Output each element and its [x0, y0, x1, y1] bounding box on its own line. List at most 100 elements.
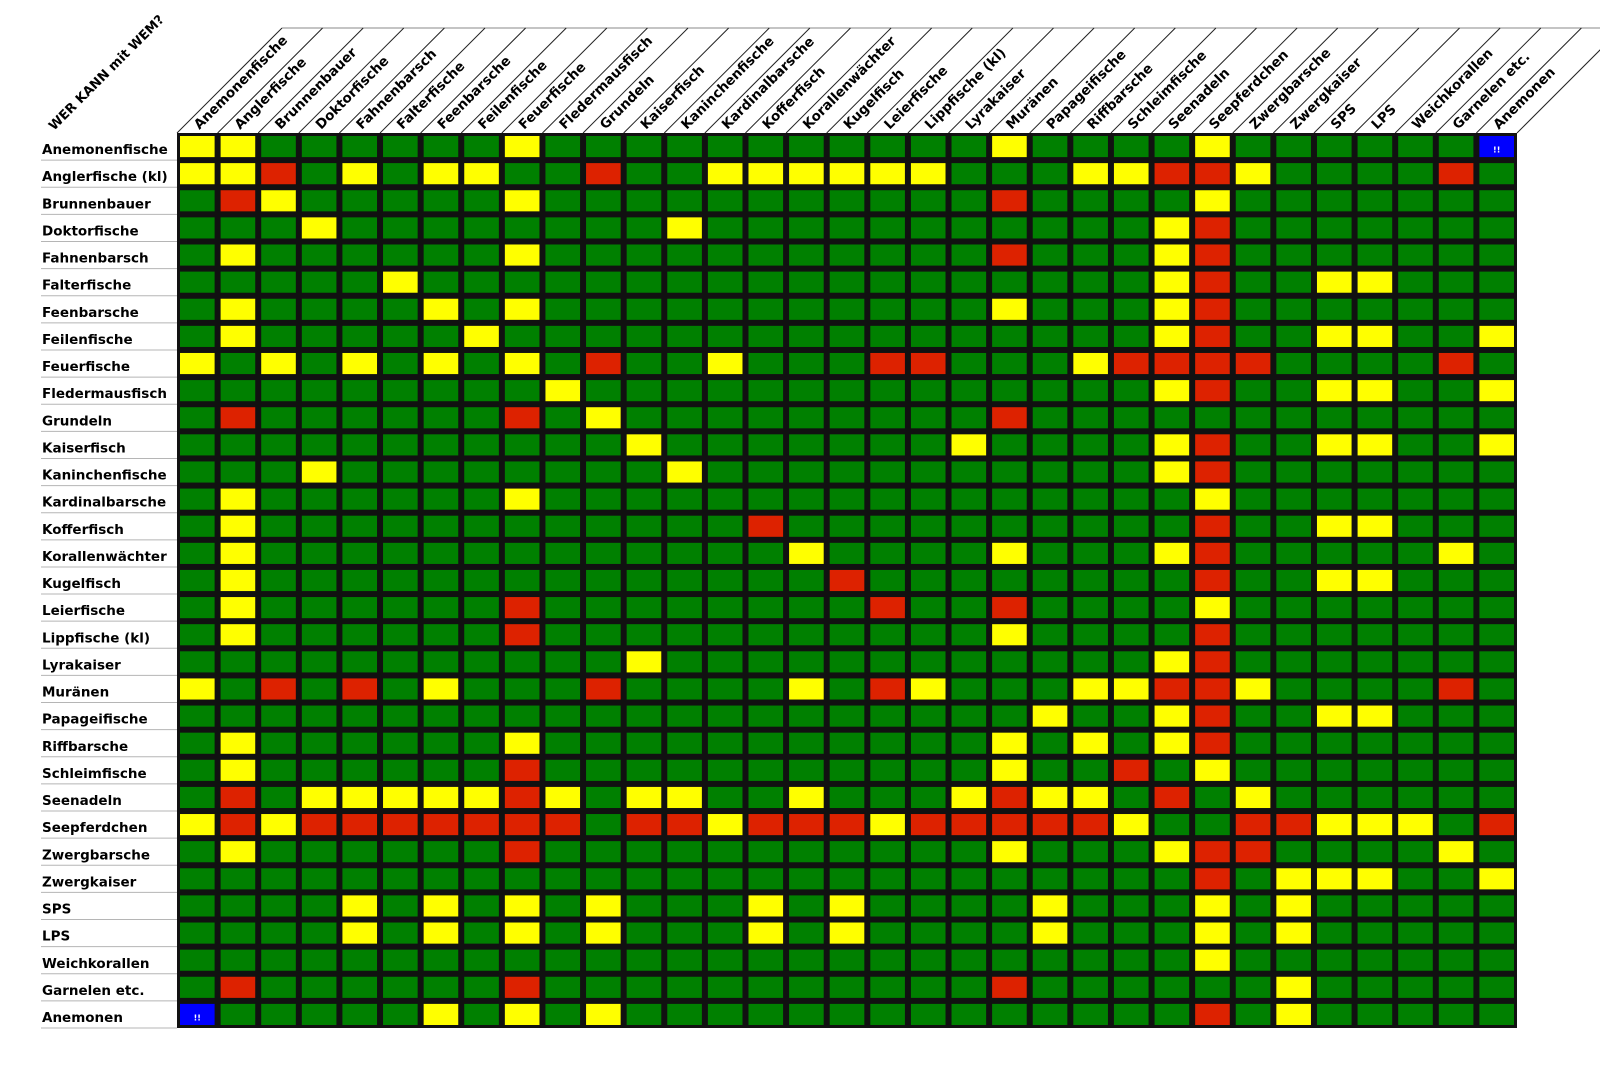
heatmap-cell	[707, 488, 743, 510]
heatmap-cell	[464, 678, 499, 700]
heatmap-cell	[870, 515, 905, 537]
heatmap-cell	[1113, 569, 1149, 592]
heatmap-cell	[1195, 841, 1230, 863]
heatmap-cell	[1113, 190, 1149, 212]
heatmap-cell	[829, 298, 865, 320]
heatmap-cell	[626, 271, 662, 293]
heatmap-cell	[220, 976, 256, 998]
heatmap-cell	[1073, 298, 1108, 320]
heatmap-cell	[504, 1003, 540, 1025]
heatmap-cell	[1113, 922, 1149, 944]
heatmap-cell	[1195, 352, 1230, 375]
heatmap-cell	[1357, 1003, 1393, 1025]
heatmap-cell	[870, 1003, 905, 1025]
heatmap-cell	[951, 163, 987, 185]
heatmap-cell	[1479, 786, 1514, 809]
heatmap-cell	[1357, 190, 1393, 212]
heatmap-cell	[220, 922, 256, 944]
heatmap-cell	[342, 407, 378, 429]
heatmap-cell	[789, 136, 824, 158]
heatmap-cell	[1073, 136, 1108, 158]
heatmap-cell	[545, 651, 581, 673]
heatmap-cell	[667, 271, 702, 293]
column-separator	[542, 27, 648, 134]
heatmap-cell	[1154, 163, 1190, 185]
heatmap-cell	[545, 759, 581, 781]
heatmap-cell	[870, 190, 905, 212]
heatmap-cell	[342, 298, 378, 320]
heatmap-cell	[1276, 163, 1311, 185]
heatmap-cell	[383, 678, 418, 700]
row-label: Schleimfische	[42, 766, 147, 782]
heatmap-cell	[829, 651, 865, 673]
heatmap-cell	[1235, 163, 1271, 185]
heatmap-cell	[1357, 922, 1393, 944]
heatmap-cell	[1398, 786, 1433, 809]
heatmap-cell	[748, 380, 784, 402]
heatmap-cell	[1073, 597, 1108, 619]
heatmap-cell	[1154, 1003, 1190, 1025]
heatmap-cell	[707, 841, 743, 863]
heatmap-cell	[1073, 244, 1108, 266]
heatmap-cell	[261, 624, 296, 646]
heatmap-cell	[301, 922, 337, 944]
heatmap-cell	[626, 407, 662, 429]
heatmap-cell	[220, 759, 256, 781]
heatmap-cell	[951, 705, 987, 727]
heatmap-cell	[910, 515, 946, 537]
heatmap-cell	[180, 624, 215, 646]
heatmap-cell	[180, 325, 215, 347]
heatmap-cell	[220, 380, 256, 402]
heatmap-cell	[1276, 569, 1311, 592]
heatmap-cell	[1113, 786, 1149, 809]
heatmap-cell	[342, 895, 378, 917]
heatmap-cell	[1438, 217, 1474, 239]
heatmap-cell	[261, 1003, 296, 1025]
heatmap-cell	[910, 597, 946, 619]
heatmap-cell	[910, 380, 946, 402]
heatmap-cell	[220, 515, 256, 537]
heatmap-cell	[667, 841, 702, 863]
heatmap-cell	[1195, 922, 1230, 944]
heatmap-cell	[748, 542, 784, 564]
heatmap-cell	[1479, 597, 1514, 619]
heatmap-cell	[504, 244, 540, 266]
heatmap-cell	[545, 461, 581, 483]
heatmap-cell	[464, 976, 499, 998]
column-header-lines	[176, 27, 1600, 134]
heatmap-cell	[789, 217, 824, 239]
heatmap-cell	[667, 542, 702, 564]
heatmap-cell	[870, 380, 905, 402]
column-separator	[704, 27, 811, 134]
heatmap-cell	[1398, 488, 1433, 510]
heatmap-cell	[464, 515, 499, 537]
heatmap-cell	[545, 976, 581, 998]
heatmap-cell	[383, 352, 418, 375]
heatmap-cell	[870, 461, 905, 483]
heatmap-cell	[1316, 814, 1352, 836]
heatmap-cell	[1235, 136, 1271, 158]
heatmap-cell	[707, 190, 743, 212]
heatmap-cell	[1235, 732, 1271, 754]
heatmap-cell	[220, 298, 256, 320]
heatmap-cell	[748, 732, 784, 754]
heatmap-cell	[220, 841, 256, 863]
heatmap-cell	[789, 759, 824, 781]
heatmap-cell	[261, 542, 296, 564]
heatmap-cell	[220, 434, 256, 456]
heatmap-cell	[545, 569, 581, 592]
heatmap-cell	[1032, 624, 1068, 646]
heatmap-cell	[1276, 136, 1311, 158]
heatmap-cell	[1073, 434, 1108, 456]
heatmap-cell	[992, 380, 1027, 402]
heatmap-cell	[667, 732, 702, 754]
heatmap-cell	[180, 461, 215, 483]
heatmap-cell	[180, 651, 215, 673]
heatmap-cell	[1154, 732, 1190, 754]
heatmap-cell	[626, 868, 662, 890]
column-separator	[948, 27, 1054, 134]
heatmap-cell	[1357, 298, 1393, 320]
heatmap-cell	[1438, 786, 1474, 809]
heatmap-cell	[789, 325, 824, 347]
heatmap-cell	[870, 597, 905, 619]
